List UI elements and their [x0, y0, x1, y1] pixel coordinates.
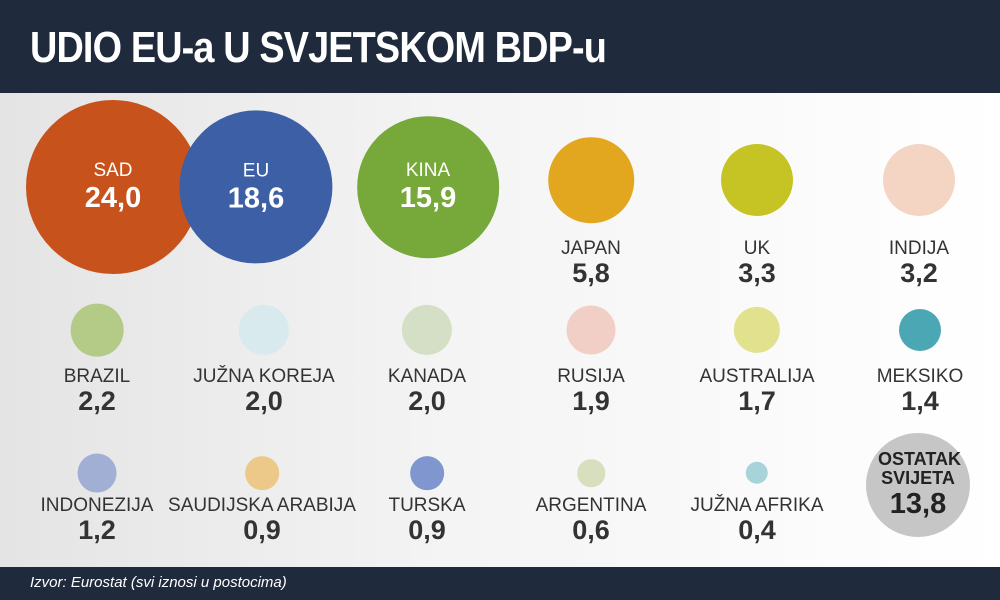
bubble	[745, 461, 769, 485]
bubble	[733, 306, 781, 354]
bubble	[70, 303, 124, 357]
bubble-label: MEKSIKO	[876, 366, 964, 387]
bubble-label: JUŽNA KOREJA	[193, 366, 335, 387]
bubble-label: KINA	[405, 160, 451, 181]
bubble-value: 1,4	[901, 386, 939, 416]
bubble: OSTATAK SVIJETA 13,8	[866, 433, 970, 537]
bubble-value: 3,3	[738, 258, 776, 288]
bubble-value: 0,9	[408, 515, 446, 545]
bubble-value: 18,6	[227, 181, 285, 214]
bubble-label: BRAZIL	[63, 366, 131, 387]
bubble-label: JAPAN	[561, 238, 621, 259]
bubble-label: INDIJA	[888, 238, 950, 259]
bubble	[548, 137, 634, 223]
bubble	[245, 456, 279, 490]
bubble-value: 24,0	[84, 182, 142, 214]
bubble-value: 2,0	[408, 386, 446, 416]
bubble	[401, 304, 453, 356]
bubble	[566, 305, 616, 355]
bubble	[721, 144, 793, 216]
bubble-value: 13,8	[889, 488, 947, 520]
bubble-label: KANADA	[387, 366, 467, 387]
bubble-value: 1,9	[572, 386, 610, 416]
bubble-label: TURSKA	[388, 495, 466, 516]
bubble-value: 3,2	[900, 258, 938, 288]
bubble	[898, 308, 942, 352]
bubble	[238, 304, 290, 356]
bubble-value: 15,9	[399, 182, 457, 214]
bubble	[77, 453, 117, 493]
bubble-label: SAD	[93, 160, 133, 181]
bubble-label: JUŽNA AFRIKA	[690, 495, 824, 516]
bubble-label: OSTATAK SVIJETA	[878, 449, 961, 488]
bubble-label: ARGENTINA	[535, 495, 647, 516]
bubble-label: INDONEZIJA	[40, 495, 154, 516]
footer: Izvor: Eurostat (svi iznosi u postocima)	[0, 567, 1000, 600]
source-note: Izvor: Eurostat (svi iznosi u postocima)	[30, 574, 287, 591]
bubble-label: UK	[743, 238, 771, 259]
bubble-value: 5,8	[572, 258, 610, 288]
bubble-value: 0,4	[738, 515, 776, 545]
bubble-value: 1,2	[78, 515, 116, 545]
chart-area: SAD 24,0 EU 18,6 KINA 15,9 JAPAN 5,8 UK 3,3 INDIJA…	[0, 93, 1000, 567]
bubble-label: SAUDIJSKA ARABIJA	[168, 495, 356, 516]
bubble: SAD 24,0	[26, 100, 200, 274]
bubble-value: 0,6	[572, 515, 610, 545]
bubble-value: 1,7	[738, 386, 776, 416]
bubble-label: EU	[242, 159, 270, 181]
bubble: EU 18,6	[179, 110, 333, 264]
bubble-value: 0,9	[243, 515, 281, 545]
bubble-label: AUSTRALIJA	[699, 366, 815, 387]
bubble-value: 2,0	[245, 386, 283, 416]
bubble	[577, 459, 605, 487]
bubble	[883, 144, 955, 216]
bubble	[410, 456, 444, 490]
bubble: KINA 15,9	[357, 116, 499, 258]
bubble-label: RUSIJA	[557, 366, 625, 387]
page-title: UDIO EU-a U SVJETSKOM BDP-u	[30, 23, 607, 72]
bubble-value: 2,2	[78, 386, 116, 416]
header: UDIO EU-a U SVJETSKOM BDP-u	[0, 0, 1000, 93]
